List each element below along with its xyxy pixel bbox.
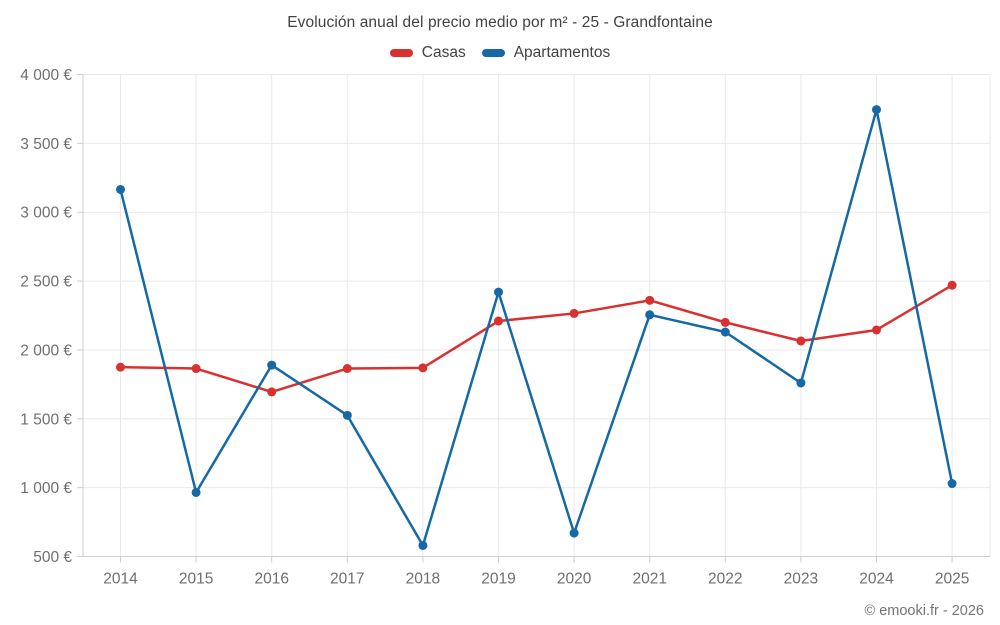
svg-text:2016: 2016 xyxy=(254,571,288,588)
copyright-text: © emooki.fr - 2026 xyxy=(864,603,984,619)
casas-series-swatch-icon xyxy=(389,49,413,57)
svg-text:1 000 €: 1 000 € xyxy=(20,480,72,497)
svg-text:2018: 2018 xyxy=(406,571,440,588)
svg-text:1 500 €: 1 500 € xyxy=(20,411,72,428)
svg-text:2021: 2021 xyxy=(632,571,666,588)
chart-legend: Casas Apartamentos xyxy=(0,44,1000,62)
svg-text:2020: 2020 xyxy=(557,571,592,588)
svg-text:2025: 2025 xyxy=(935,571,969,588)
svg-text:2 000 €: 2 000 € xyxy=(20,342,72,359)
svg-text:2024: 2024 xyxy=(859,571,894,588)
legend-item-apartamentos[interactable]: Apartamentos xyxy=(481,44,611,62)
svg-text:2019: 2019 xyxy=(481,571,515,588)
svg-text:2014: 2014 xyxy=(103,571,138,588)
legend-item-casas[interactable]: Casas xyxy=(389,44,466,62)
svg-text:2023: 2023 xyxy=(784,571,818,588)
apartamentos-series-swatch-icon xyxy=(481,49,505,57)
legend-label-apartamentos: Apartamentos xyxy=(513,44,611,61)
svg-text:3 000 €: 3 000 € xyxy=(20,205,72,222)
svg-text:2017: 2017 xyxy=(330,571,364,588)
chart-title: Evolución anual del precio medio por m² … xyxy=(287,14,713,31)
svg-text:2015: 2015 xyxy=(179,571,213,588)
svg-text:2022: 2022 xyxy=(708,571,742,588)
legend-label-casas: Casas xyxy=(421,44,466,61)
svg-text:3 500 €: 3 500 € xyxy=(20,136,72,153)
svg-text:4 000 €: 4 000 € xyxy=(20,67,72,84)
svg-text:2 500 €: 2 500 € xyxy=(20,274,72,291)
svg-text:500 €: 500 € xyxy=(33,549,72,566)
